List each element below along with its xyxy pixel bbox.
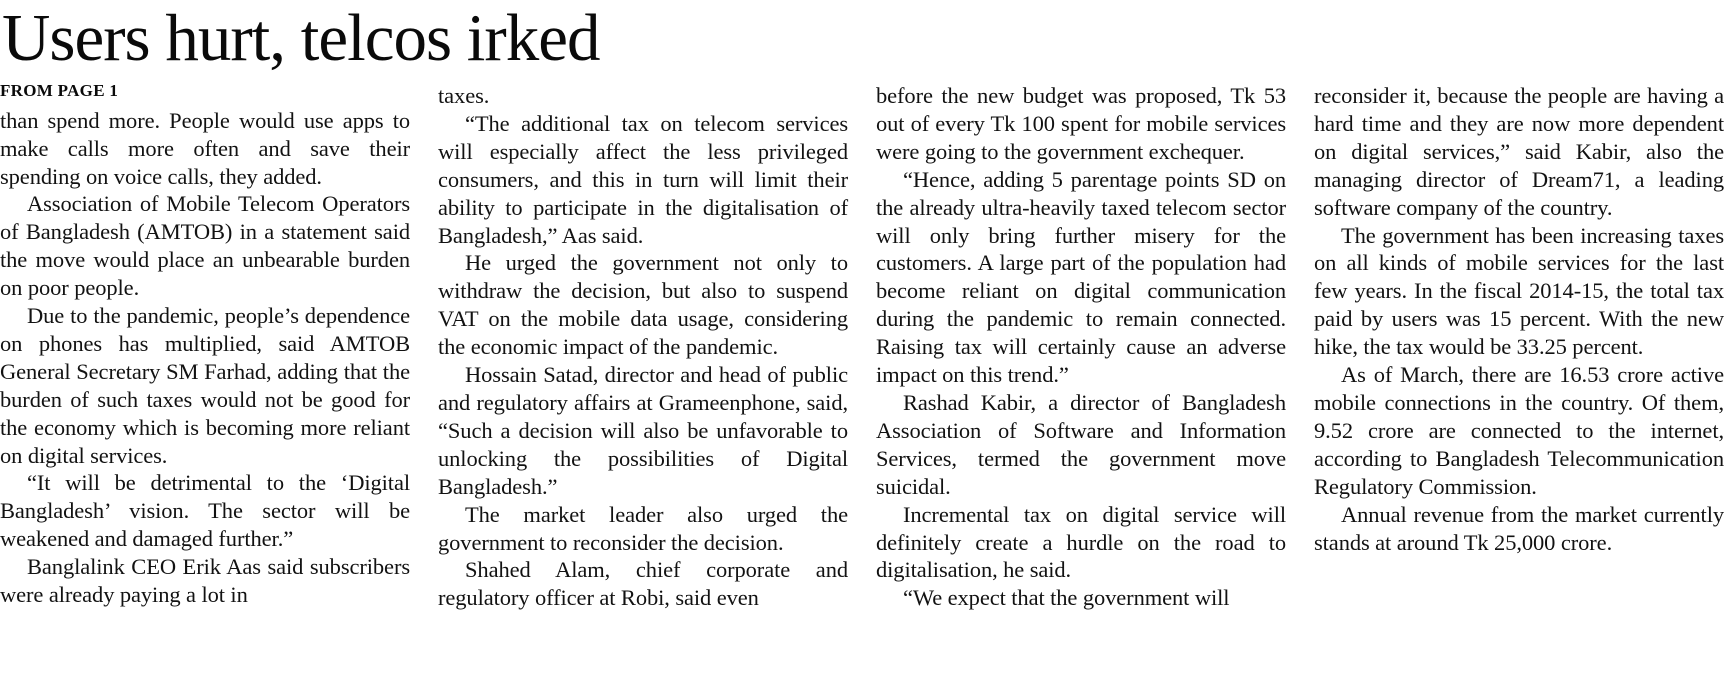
article-column-4: reconsider it, because the people are ha…	[1314, 82, 1724, 612]
paragraph: before the new budget was proposed, Tk 5…	[876, 83, 1286, 164]
paragraph: Shahed Alam, chief corporate and regulat…	[438, 557, 848, 611]
paragraph: “Hence, adding 5 parentage points SD on …	[876, 166, 1286, 388]
paragraph: As of March, there are 16.53 crore activ…	[1314, 362, 1724, 499]
article-headline: Users hurt, telcos irked	[2, 1, 600, 75]
article-column-3: before the new budget was proposed, Tk 5…	[876, 82, 1286, 612]
article-columns: FROM PAGE 1 than spend more. People woul…	[0, 78, 1724, 612]
paragraph: The market leader also urged the governm…	[438, 501, 848, 555]
article-column-1: FROM PAGE 1 than spend more. People woul…	[0, 81, 410, 612]
continuation-kicker: FROM PAGE 1	[0, 81, 119, 100]
paragraph: Annual revenue from the market currently…	[1314, 501, 1724, 555]
paragraph: Hossain Satad, director and head of publ…	[438, 362, 848, 499]
paragraph: than spend more. People would use apps t…	[0, 107, 410, 189]
paragraph: Banglalink CEO Erik Aas said subscribers…	[0, 554, 410, 608]
paragraph: taxes.	[438, 83, 490, 108]
paragraph: The government has been increasing taxes…	[1314, 222, 1724, 360]
paragraph: Rashad Kabir, a director of Bangladesh A…	[876, 389, 1286, 499]
article-column-2: taxes. “The additional tax on telecom se…	[438, 82, 848, 612]
paragraph: “It will be detrimental to the ‘Digital …	[0, 470, 410, 552]
paragraph: Due to the pandemic, people’s dependence…	[0, 303, 410, 468]
paragraph: Incremental tax on digital service will …	[876, 501, 1286, 583]
paragraph: reconsider it, because the people are ha…	[1314, 83, 1724, 220]
paragraph: Association of Mobile Telecom Operators …	[0, 191, 410, 301]
paragraph: “The additional tax on telecom services …	[438, 110, 848, 248]
paragraph: “We expect that the government will	[903, 585, 1230, 611]
paragraph: He urged the government not only to with…	[438, 250, 848, 360]
